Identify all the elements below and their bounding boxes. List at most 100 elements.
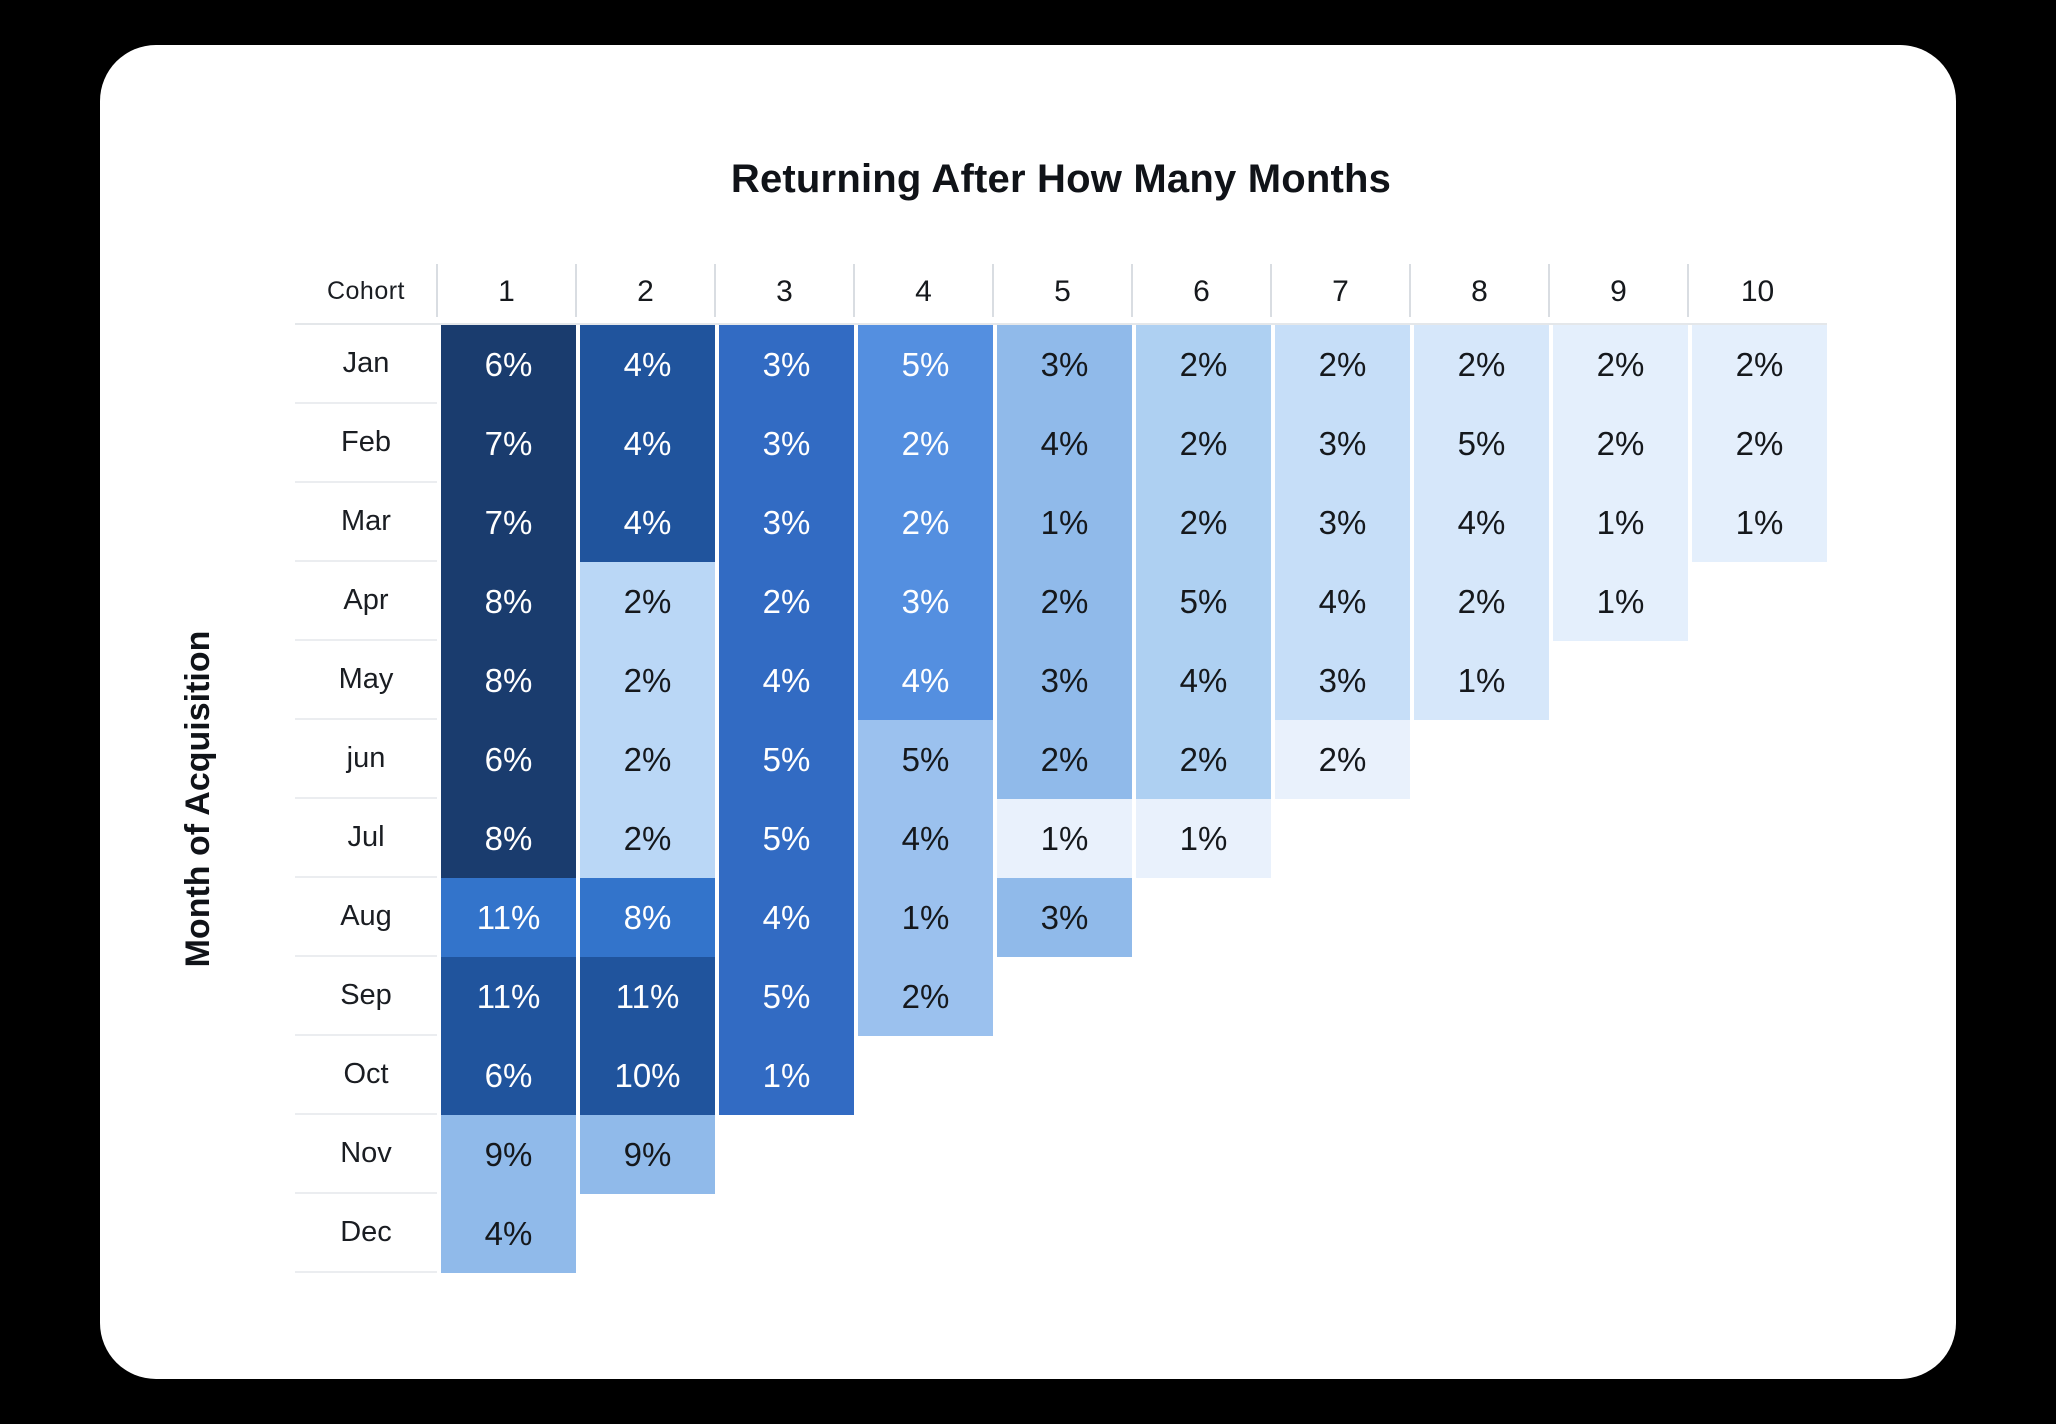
heatmap-cell-slot: 4% xyxy=(715,641,854,720)
row-label: Oct xyxy=(295,1036,437,1115)
column-header: 9 xyxy=(1548,260,1688,325)
heatmap-cell-slot: 7% xyxy=(437,404,576,483)
heatmap-cell: 10% xyxy=(580,1036,715,1115)
row-label: Nov xyxy=(295,1115,437,1194)
heatmap-cell-slot: 2% xyxy=(854,957,993,1036)
heatmap-cell-slot: 4% xyxy=(576,404,715,483)
heatmap-cell-slot: 2% xyxy=(1132,483,1271,562)
heatmap-cell-slot: 2% xyxy=(1549,325,1688,404)
heatmap-cell: 3% xyxy=(997,878,1132,957)
heatmap-cell: 7% xyxy=(441,483,576,562)
heatmap-cell-slot: 3% xyxy=(993,641,1132,720)
heatmap-cell-slot: 3% xyxy=(1271,404,1410,483)
heatmap-cell-slot: 2% xyxy=(1688,404,1827,483)
column-header: 6 xyxy=(1131,260,1271,325)
heatmap-cell-slot: 6% xyxy=(437,325,576,404)
heatmap-cell: 3% xyxy=(1275,483,1410,562)
heatmap-cell: 4% xyxy=(719,878,854,957)
heatmap-cell-slot: 3% xyxy=(1271,483,1410,562)
heatmap-cell: 6% xyxy=(441,720,576,799)
heatmap-cell-slot: 5% xyxy=(715,799,854,878)
heatmap-cell-slot: 2% xyxy=(1410,562,1549,641)
heatmap-cell: 2% xyxy=(1275,325,1410,404)
heatmap-cell-slot: 9% xyxy=(437,1115,576,1194)
heatmap-cell-slot: 3% xyxy=(854,562,993,641)
heatmap-cell-slot: 4% xyxy=(1410,483,1549,562)
column-header: 2 xyxy=(575,260,715,325)
row-label: jun xyxy=(295,720,437,799)
heatmap-cell-slot xyxy=(1271,1194,1410,1273)
row-label: May xyxy=(295,641,437,720)
corner-label: Cohort xyxy=(295,260,437,325)
heatmap-cell-slot xyxy=(1688,1036,1827,1115)
heatmap-cell: 8% xyxy=(580,878,715,957)
heatmap-cell-slot xyxy=(1410,878,1549,957)
chart-card: Returning After How Many Months Month of… xyxy=(100,45,1956,1379)
heatmap-cell-slot: 3% xyxy=(993,325,1132,404)
heatmap-cell: 6% xyxy=(441,1036,576,1115)
heatmap-cell-slot: 1% xyxy=(1549,562,1688,641)
heatmap-cell-slot: 1% xyxy=(854,878,993,957)
heatmap-cell: 2% xyxy=(580,641,715,720)
heatmap-cell-slot: 3% xyxy=(715,325,854,404)
heatmap-cell-slot xyxy=(1410,720,1549,799)
heatmap-cell-slot: 1% xyxy=(993,483,1132,562)
heatmap-cell-slot: 2% xyxy=(1410,325,1549,404)
row-label: Aug xyxy=(295,878,437,957)
heatmap-cell: 11% xyxy=(441,878,576,957)
heatmap-cell: 3% xyxy=(997,325,1132,404)
heatmap-cell: 7% xyxy=(441,404,576,483)
heatmap-cell-slot: 2% xyxy=(576,641,715,720)
heatmap-cell: 9% xyxy=(580,1115,715,1194)
heatmap-cell-slot xyxy=(1688,1194,1827,1273)
heatmap-cell: 3% xyxy=(997,641,1132,720)
heatmap-cell-slot xyxy=(1688,799,1827,878)
heatmap-cell: 3% xyxy=(719,483,854,562)
heatmap-cell-slot: 2% xyxy=(1688,325,1827,404)
column-header: 7 xyxy=(1270,260,1410,325)
heatmap-cell: 6% xyxy=(441,325,576,404)
heatmap-cell-slot xyxy=(1549,641,1688,720)
heatmap-cell-slot: 2% xyxy=(715,562,854,641)
heatmap-cell-slot xyxy=(854,1036,993,1115)
heatmap-cell-slot: 6% xyxy=(437,1036,576,1115)
heatmap-cell-slot: 2% xyxy=(854,483,993,562)
cohort-heatmap-table: Cohort 1 2 3 4 5 6 7 8 9 10 Jan 6% 4% 3% 5% 3% 2% 2% 2% 2% 2%… xyxy=(295,260,1827,1273)
heatmap-cell: 1% xyxy=(1553,483,1688,562)
heatmap-cell-slot: 3% xyxy=(715,404,854,483)
heatmap-cell: 5% xyxy=(719,957,854,1036)
heatmap-cell: 4% xyxy=(1275,562,1410,641)
heatmap-cell-slot xyxy=(1688,957,1827,1036)
column-header: 10 xyxy=(1687,260,1827,325)
heatmap-cell: 2% xyxy=(1692,404,1827,483)
heatmap-cell-slot xyxy=(1688,878,1827,957)
heatmap-cell-slot xyxy=(1132,878,1271,957)
heatmap-cell: 4% xyxy=(858,799,993,878)
y-axis-label: Month of Acquisition xyxy=(179,630,217,968)
heatmap-cell-slot: 5% xyxy=(715,957,854,1036)
heatmap-cell-slot: 5% xyxy=(715,720,854,799)
heatmap-cell: 2% xyxy=(1136,325,1271,404)
heatmap-cell-slot: 1% xyxy=(1410,641,1549,720)
heatmap-cell: 3% xyxy=(1275,404,1410,483)
heatmap-cell: 5% xyxy=(719,799,854,878)
heatmap-cell-slot xyxy=(993,1036,1132,1115)
heatmap-cell-slot: 2% xyxy=(993,720,1132,799)
heatmap-cell: 5% xyxy=(858,325,993,404)
heatmap-cell-slot: 1% xyxy=(1132,799,1271,878)
heatmap-cell: 5% xyxy=(1136,562,1271,641)
heatmap-cell: 2% xyxy=(580,799,715,878)
heatmap-cell-slot: 4% xyxy=(1271,562,1410,641)
heatmap-cell: 8% xyxy=(441,562,576,641)
row-label: Mar xyxy=(295,483,437,562)
heatmap-cell: 8% xyxy=(441,641,576,720)
heatmap-cell: 3% xyxy=(1275,641,1410,720)
heatmap-cell-slot: 2% xyxy=(993,562,1132,641)
heatmap-cell: 2% xyxy=(1414,562,1549,641)
heatmap-cell-slot: 2% xyxy=(1132,325,1271,404)
heatmap-cell-slot: 11% xyxy=(437,957,576,1036)
heatmap-cell-slot xyxy=(1549,957,1688,1036)
heatmap-cell-slot xyxy=(1549,720,1688,799)
heatmap-cell: 5% xyxy=(858,720,993,799)
heatmap-cell: 2% xyxy=(858,483,993,562)
